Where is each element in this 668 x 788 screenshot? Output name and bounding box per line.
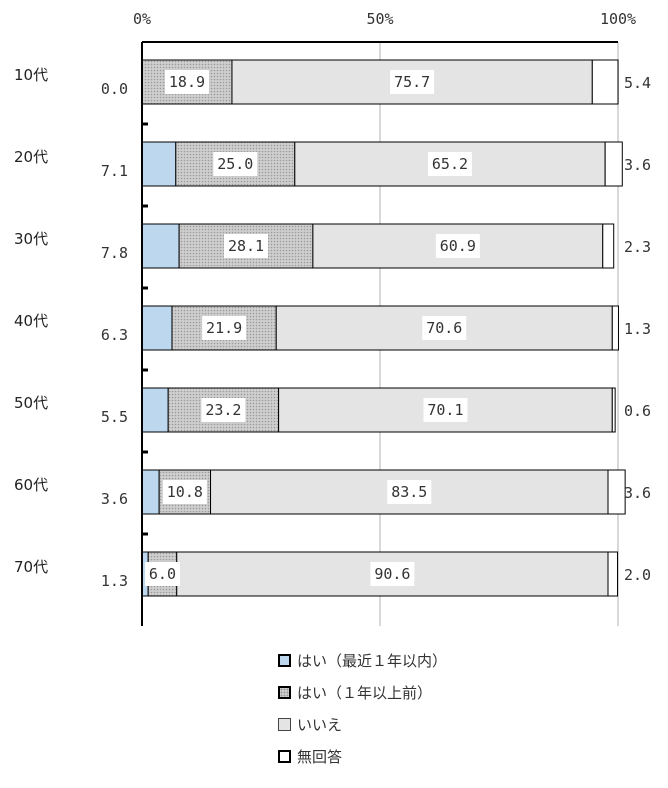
data-label: 23.2 (205, 401, 241, 419)
stacked-bar-chart: 10代 0.0 5.4 18.9 75.7 20代 7.1 3.6 25.0 65.2 30代 7.8… (14, 10, 651, 626)
data-label-bg (202, 316, 247, 340)
legend-item-recent: はい（最近１年以内） (278, 650, 447, 670)
data-label-bg (213, 152, 258, 176)
data-label-bg (164, 70, 209, 94)
category-label: 50代 (14, 394, 48, 412)
legend-label: はい（１年以上前） (297, 683, 433, 702)
bar-segment (611, 387, 616, 433)
legend-item-over-year: はい（１年以上前） (278, 682, 447, 702)
data-label: 2.0 (624, 566, 651, 584)
x-tick-label: 0% (133, 10, 151, 28)
bar-segment (607, 551, 619, 597)
legend-label: はい（最近１年以内） (297, 651, 448, 670)
x-tick-label: 50% (366, 10, 393, 28)
legend-item-no-answer: 無回答 (278, 746, 447, 766)
bar-segment (611, 305, 619, 351)
data-label: 3.6 (624, 156, 651, 174)
data-label: 25.0 (217, 155, 253, 173)
data-label: 70.1 (427, 401, 463, 419)
category-label: 10代 (14, 66, 48, 84)
data-label-bg (435, 234, 480, 258)
data-label: 21.9 (206, 319, 242, 337)
legend-swatch-no (278, 717, 291, 731)
data-label: 6.0 (149, 565, 176, 583)
data-label: 7.1 (101, 162, 128, 180)
bar-segment (141, 223, 180, 269)
data-label: 83.5 (391, 483, 427, 501)
data-label-bg (390, 70, 435, 94)
data-label: 0.6 (624, 402, 651, 420)
data-label: 7.8 (101, 244, 128, 262)
data-label: 2.3 (624, 238, 651, 256)
data-label-bg (144, 562, 180, 586)
legend-label: いいえ (297, 715, 343, 734)
category-label: 40代 (14, 312, 48, 330)
data-label: 90.6 (374, 565, 410, 583)
data-label: 3.6 (101, 490, 128, 508)
data-label: 0.0 (101, 80, 128, 98)
data-label: 70.6 (426, 319, 462, 337)
data-label-bg (387, 480, 432, 504)
data-label: 10.8 (167, 483, 203, 501)
bar-segment (141, 469, 160, 515)
category-label: 20代 (14, 148, 48, 166)
data-label-bg (201, 398, 246, 422)
data-label-bg (162, 480, 207, 504)
data-label: 1.3 (624, 320, 651, 338)
data-label: 5.5 (101, 408, 128, 426)
data-label: 28.1 (228, 237, 264, 255)
category-label: 60代 (14, 476, 48, 494)
data-label: 6.3 (101, 326, 128, 344)
legend: はい（最近１年以内） はい（１年以上前） いいえ 無回答 (278, 650, 447, 778)
data-label-bg (224, 234, 269, 258)
data-label: 5.4 (624, 74, 651, 92)
category-label: 30代 (14, 230, 48, 248)
bar-segment (591, 59, 619, 105)
legend-label: 無回答 (297, 747, 343, 766)
data-label: 65.2 (432, 155, 468, 173)
data-label: 75.7 (394, 73, 430, 91)
data-label-bg (422, 316, 467, 340)
bar-segment (607, 469, 626, 515)
bar-segment (141, 305, 173, 351)
legend-swatch-recent (278, 653, 291, 667)
legend-item-no: いいえ (278, 714, 447, 734)
x-tick-label: 100% (600, 10, 636, 28)
data-label: 18.9 (169, 73, 205, 91)
data-label-bg (423, 398, 468, 422)
bar-segment (141, 141, 177, 187)
data-label: 3.6 (624, 484, 651, 502)
data-label: 1.3 (101, 572, 128, 590)
data-label: 60.9 (440, 237, 476, 255)
category-label: 70代 (14, 558, 48, 576)
bar-segment (141, 387, 169, 433)
legend-swatch-over-year (278, 685, 291, 699)
data-label-bg (427, 152, 472, 176)
bar-segment (602, 223, 615, 269)
legend-swatch-no-answer (278, 749, 291, 763)
data-label-bg (370, 562, 415, 586)
bar-segment (604, 141, 623, 187)
